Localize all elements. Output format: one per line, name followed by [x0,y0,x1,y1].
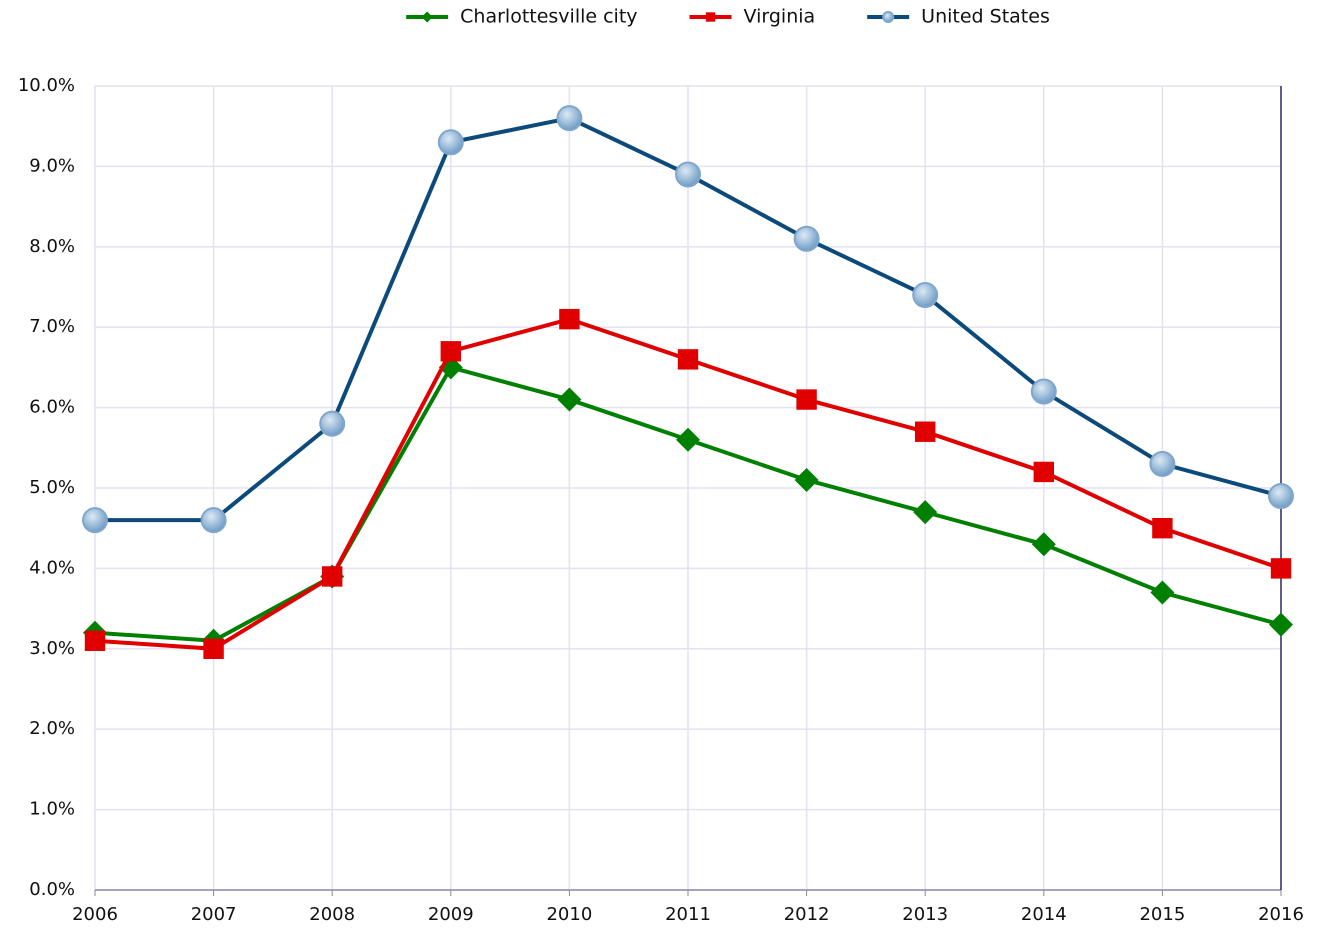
marker [1149,450,1176,477]
marker [705,12,716,22]
legend-label: United States [921,6,1050,28]
marker [793,225,820,252]
marker [322,566,343,587]
marker [440,341,461,362]
marker [82,507,108,534]
marker [556,105,583,132]
y-tick-label: 4.0% [29,557,75,578]
marker [203,638,224,659]
y-tick-label: 1.0% [29,799,75,820]
y-tick-label: 9.0% [29,155,75,176]
x-tick-label: 2015 [1139,904,1185,925]
y-tick-label: 10.0% [18,75,75,96]
marker [437,129,464,156]
marker [1031,532,1056,557]
marker [319,410,346,437]
marker [912,282,939,309]
marker [882,11,895,23]
marker [1150,580,1175,605]
x-tick-label: 2010 [546,904,592,925]
marker [796,389,817,410]
x-tick-label: 2016 [1258,904,1304,925]
marker [1030,378,1057,405]
y-tick-label: 5.0% [29,477,75,498]
marker [559,308,580,330]
y-tick-label: 3.0% [29,638,75,659]
y-tick-label: 6.0% [29,397,75,418]
x-tick-label: 2008 [309,904,355,925]
marker [677,349,699,370]
marker [676,427,700,452]
marker [200,507,227,534]
marker [794,467,819,492]
y-tick-label: 0.0% [29,879,75,900]
x-tick-label: 2013 [902,904,948,925]
legend: Charlottesville city Virginia United State… [406,6,1050,28]
marker [84,630,106,651]
marker [557,387,582,412]
y-tick-label: 8.0% [29,236,75,257]
legend-label: Virginia [744,6,816,28]
x-tick-label: 2011 [665,904,711,925]
marker [1033,461,1054,483]
y-tick-label: 7.0% [29,316,75,337]
marker [421,11,433,23]
x-tick-label: 2012 [784,904,830,925]
marker [1152,518,1173,539]
marker [1269,612,1293,637]
marker [915,421,936,442]
x-tick-label: 2009 [428,904,474,925]
marker [1270,558,1292,579]
x-tick-label: 2006 [72,904,118,925]
marker [913,500,938,525]
legend-label: Charlottesville city [460,6,637,28]
marker [1268,483,1294,510]
y-tick-label: 2.0% [29,718,75,739]
x-tick-label: 2014 [1021,904,1067,925]
x-tick-label: 2007 [191,904,237,925]
marker [675,161,701,188]
